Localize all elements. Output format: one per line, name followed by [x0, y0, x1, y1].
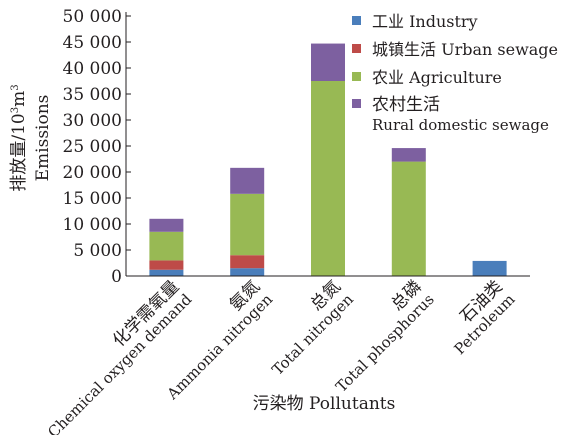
legend-label: 工业 Industry — [372, 12, 478, 31]
y-tick-label: 15 000 — [63, 189, 122, 209]
legend-label: 城镇生活 Urban sewage — [372, 40, 558, 59]
y-tick-label: 0 — [111, 267, 122, 287]
bar-segment — [230, 268, 265, 276]
y-tick-label: 5 000 — [73, 241, 122, 261]
legend: 工业 Industry 城镇生活 Urban sewage 农业 Agricultu… — [352, 12, 558, 134]
y-axis-label: 排放量/103m3 — [9, 84, 29, 191]
bar-segment — [149, 260, 184, 270]
bar-segment — [391, 148, 426, 162]
x-tick-label-en: Chemical oxygen demand — [44, 290, 195, 435]
bar-segment — [230, 167, 265, 194]
y-tick-label: 30 000 — [63, 111, 122, 131]
y-tick-label: 20 000 — [63, 163, 122, 183]
bar-segment — [149, 269, 184, 276]
bar-segment — [149, 218, 184, 232]
legend-label: 农业 Agriculture — [372, 68, 502, 87]
y-axis-label-zh: 排放量/103m3 — [9, 84, 29, 191]
y-axis-label-unit: m — [9, 91, 29, 107]
bar-segment — [230, 193, 265, 256]
legend-swatch — [352, 44, 361, 53]
legend-label: Rural domestic sewage — [372, 116, 549, 134]
y-tick-label: 45 000 — [63, 33, 122, 53]
bars — [149, 43, 507, 276]
x-axis-label: 污染物 Pollutants — [253, 394, 396, 414]
legend-swatch — [352, 99, 361, 108]
legend-swatch — [352, 72, 361, 81]
bar-segment — [311, 81, 345, 276]
legend-label: 农村生活 — [372, 95, 440, 115]
y-tick-label: 40 000 — [63, 59, 122, 79]
bar-segment — [311, 43, 345, 81]
y-tick-label: 25 000 — [63, 137, 122, 157]
bar-segment — [230, 255, 265, 269]
y-axis-label-en: Emissions — [33, 95, 53, 182]
y-tick-label: 35 000 — [63, 85, 122, 105]
y-axis-label-exp1: 3 — [10, 107, 21, 113]
bar-segment — [149, 231, 184, 261]
y-tick-label: 10 000 — [63, 215, 122, 235]
y-axis-label-main: 排放量/10 — [9, 113, 29, 191]
y-axis: 0 5 000 10 000 15 000 20 000 25 000 30 000 35 0… — [63, 7, 131, 287]
y-axis-label-exp2: 3 — [10, 84, 21, 90]
legend-swatch — [352, 16, 361, 25]
bar-segment — [472, 260, 507, 276]
bar-segment — [391, 161, 426, 276]
y-tick-label: 50 000 — [63, 7, 122, 27]
